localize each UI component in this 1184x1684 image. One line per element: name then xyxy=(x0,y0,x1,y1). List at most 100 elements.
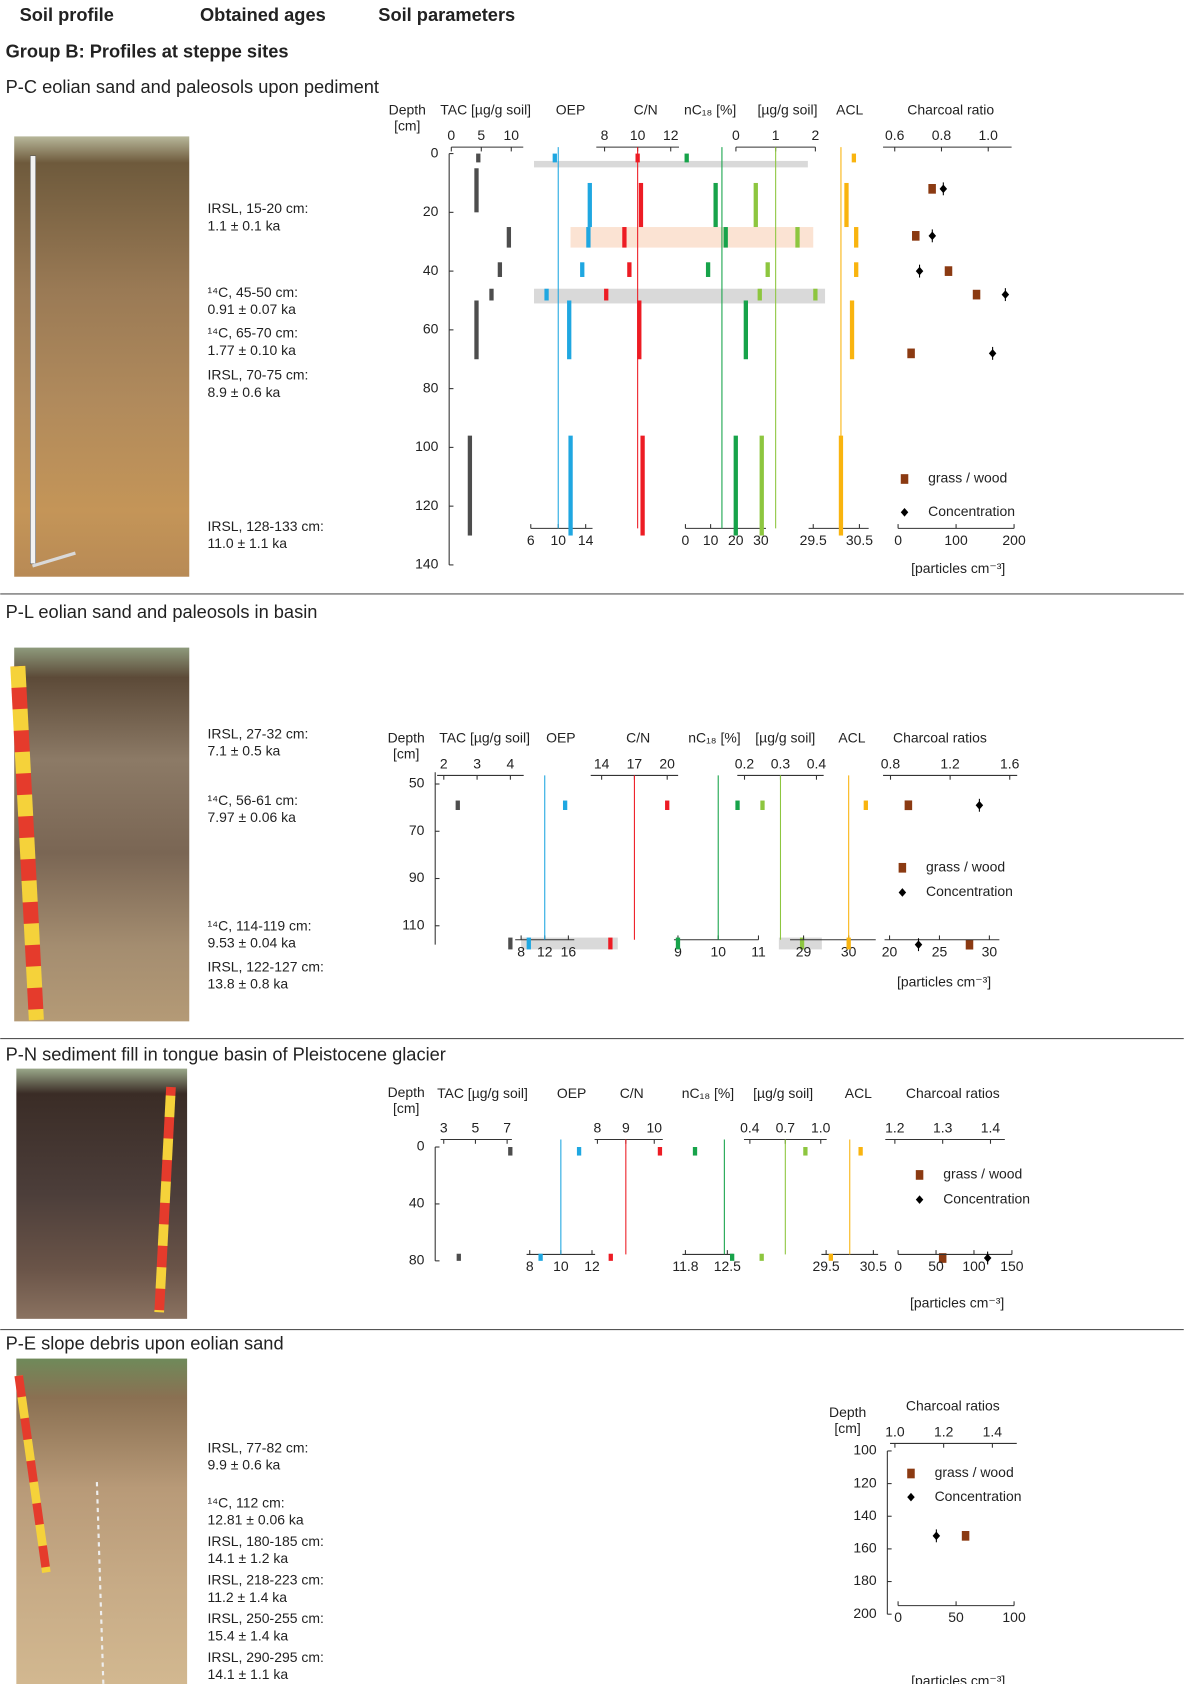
group-title: Group B: Profiles at steppe sites xyxy=(6,40,289,61)
profile-bar xyxy=(474,300,478,359)
profile-bar xyxy=(498,262,502,277)
depth-tick-label: 140 xyxy=(853,1507,877,1523)
panel-label: ACL xyxy=(838,730,865,746)
value-tick-label: 0.8 xyxy=(932,127,952,143)
legend-label: grass / wood xyxy=(926,858,1005,874)
marker-square xyxy=(928,184,936,194)
age-label: IRSL, 290-295 cm: xyxy=(208,1649,324,1665)
value-tick-label: 12 xyxy=(537,943,553,959)
marker-square xyxy=(912,231,920,241)
photo-p-c xyxy=(14,136,189,576)
profile-bar xyxy=(829,1254,833,1261)
profile-bar xyxy=(839,436,843,536)
profile-bar xyxy=(567,300,571,359)
marker-square xyxy=(945,266,953,276)
value-tick-label: 5 xyxy=(472,1119,480,1135)
profile-bar xyxy=(754,183,758,227)
value-tick-label: 50 xyxy=(928,1258,944,1274)
marker-square xyxy=(962,1531,970,1541)
depth-tick-label: 110 xyxy=(402,916,424,932)
photo-p-n xyxy=(16,1069,187,1319)
value-tick-label: 0 xyxy=(682,532,690,548)
depth-tick-label: 80 xyxy=(409,1252,425,1268)
legend-label: Concentration xyxy=(928,503,1015,519)
panel-label: TAC [µg/g soil] xyxy=(437,1085,528,1101)
legend-marker xyxy=(916,1195,924,1204)
photo-p-l xyxy=(10,648,189,1022)
value-tick-label: 1.3 xyxy=(933,1119,953,1135)
depth-tick-label: 60 xyxy=(423,321,439,337)
figure: Soil profile Obtained ages Soil paramete… xyxy=(0,0,1184,1684)
profile-bar xyxy=(507,227,511,248)
panel-label: Charcoal ratio xyxy=(907,101,994,117)
marker-diamond xyxy=(915,940,923,949)
value-tick-label: 14 xyxy=(594,755,610,771)
marker-diamond xyxy=(1002,290,1010,299)
age-label: IRSL, 122-127 cm: xyxy=(208,958,324,974)
age-value: 1.1 ± 0.1 ka xyxy=(208,217,281,233)
value-tick-label: 3 xyxy=(473,755,481,771)
value-tick-label: 16 xyxy=(561,943,577,959)
age-value: 0.91 ± 0.07 ka xyxy=(208,301,297,317)
value-tick-label: 50 xyxy=(948,1609,964,1625)
profile-bar xyxy=(538,1254,542,1261)
marker-diamond xyxy=(929,232,937,241)
value-tick-label: 8 xyxy=(601,127,609,143)
value-tick-label: 29 xyxy=(796,943,812,959)
panel-label: [µg/g soil] xyxy=(755,730,815,746)
profile-bar xyxy=(468,436,472,536)
profile-bar xyxy=(760,1254,764,1261)
profile-bar xyxy=(580,262,584,277)
profile-bar xyxy=(676,938,680,950)
highlight-band xyxy=(571,227,814,248)
age-value: 9.53 ± 0.04 ka xyxy=(208,935,297,951)
profile-bar xyxy=(604,289,608,301)
value-tick-label: 0 xyxy=(894,532,902,548)
depth-tick-label: 160 xyxy=(853,1540,877,1556)
value-tick-label: 100 xyxy=(962,1258,986,1274)
age-label: IRSL, 77-82 cm: xyxy=(208,1439,309,1455)
age-value: 13.8 ± 0.8 ka xyxy=(208,976,289,992)
marker-square xyxy=(966,940,974,950)
profile-bar xyxy=(508,938,512,950)
marker-diamond xyxy=(989,349,997,358)
value-tick-label: 0.6 xyxy=(885,127,905,143)
legend-marker xyxy=(916,1170,924,1180)
legend-marker xyxy=(907,1493,915,1502)
profile-bar xyxy=(489,289,493,301)
profile-bar xyxy=(847,938,851,950)
panel-label: TAC [µg/g soil] xyxy=(439,730,530,746)
panel-label: [µg/g soil] xyxy=(757,101,817,117)
age-value: 9.9 ± 0.6 ka xyxy=(208,1457,281,1473)
depth-tick-label: 20 xyxy=(423,203,439,219)
age-label: ¹⁴C, 112 cm: xyxy=(208,1494,285,1510)
value-tick-label: 12.5 xyxy=(714,1258,741,1274)
value-tick-label: 100 xyxy=(944,532,968,548)
value-tick-label: 0 xyxy=(894,1609,902,1625)
age-value: 12.81 ± 0.06 ka xyxy=(208,1511,304,1527)
profile-bar xyxy=(476,154,480,163)
profile-bar xyxy=(850,300,854,359)
profile-bar xyxy=(693,1147,697,1156)
profile-bar xyxy=(608,938,612,950)
panel-label: OEP xyxy=(546,730,575,746)
value-tick-label: 0 xyxy=(894,1258,902,1274)
panel-label: nC₁₈ [%] xyxy=(682,1085,734,1101)
panel-label: Charcoal ratios xyxy=(906,1085,1000,1101)
age-label: ¹⁴C, 45-50 cm: xyxy=(208,284,299,300)
value-tick-label: 29.5 xyxy=(800,532,827,548)
age-label: IRSL, 250-255 cm: xyxy=(208,1610,324,1626)
value-tick-label: 1.4 xyxy=(981,1119,1001,1135)
profile-bar xyxy=(627,262,631,277)
profile-bar xyxy=(658,1147,662,1156)
value-tick-label: 10 xyxy=(550,532,566,548)
depth-label: Depth xyxy=(829,1404,866,1420)
age-label: IRSL, 70-75 cm: xyxy=(208,367,309,383)
depth-label: [cm] xyxy=(393,746,419,762)
value-tick-label: 30 xyxy=(982,943,998,959)
value-tick-label: 0 xyxy=(732,127,740,143)
profile-bar xyxy=(760,436,764,536)
value-tick-label: 30.5 xyxy=(846,532,873,548)
profile-bar xyxy=(854,227,858,248)
age-label: ¹⁴C, 56-61 cm: xyxy=(208,792,299,808)
